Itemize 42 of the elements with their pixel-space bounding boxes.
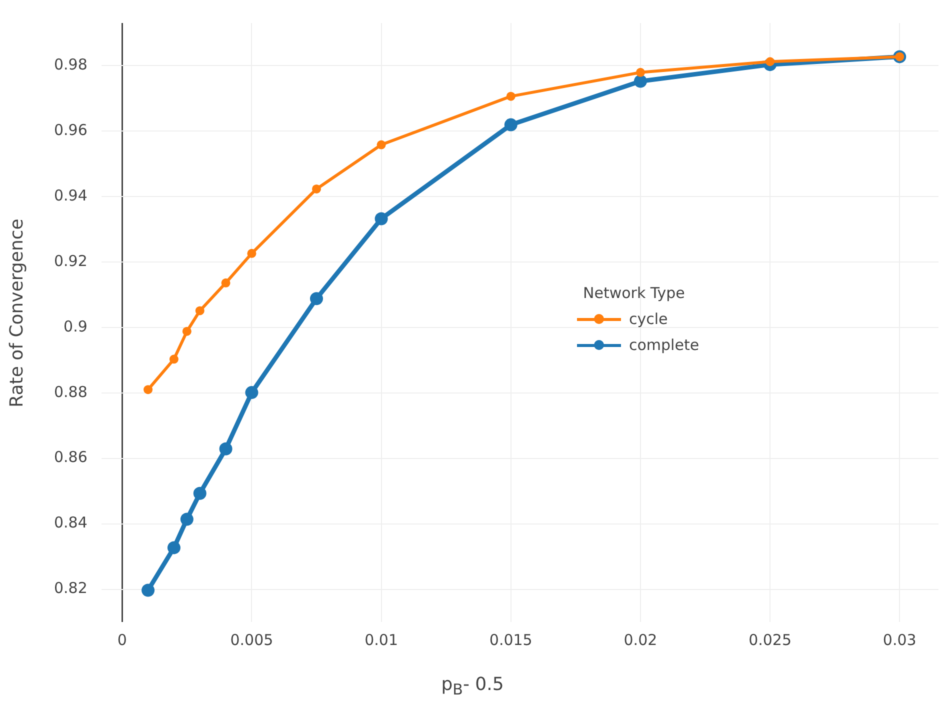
x-tick-label: 0.015 <box>489 630 532 649</box>
point <box>142 584 155 597</box>
point <box>180 512 194 526</box>
x-tick-label: 0 <box>117 630 127 649</box>
y-tick-label: 0.94 <box>54 186 88 204</box>
point <box>221 278 230 288</box>
point <box>193 486 206 500</box>
point <box>167 541 180 554</box>
point <box>636 68 645 77</box>
point <box>219 442 232 456</box>
x-axis-title: p$_{B}$- 0.5 <box>440 674 505 699</box>
y-tick-label: 0.96 <box>54 120 88 139</box>
point <box>169 354 178 364</box>
x-tick-label: 0.03 <box>882 630 916 649</box>
legend-label: cycle <box>629 310 668 328</box>
y-tick-label: 0.92 <box>54 252 88 270</box>
point <box>376 140 386 150</box>
y-tick-label: 0.86 <box>54 448 88 466</box>
y-tick-label: 0.98 <box>54 55 88 74</box>
x-tick-label: 0.025 <box>748 630 792 649</box>
point <box>144 385 153 394</box>
point <box>195 306 204 316</box>
point <box>310 292 324 306</box>
point <box>245 386 258 400</box>
y-tick-label: 0.88 <box>54 382 88 401</box>
legend-title: Network Type <box>583 284 686 302</box>
y-tick-label: 0.84 <box>54 514 88 532</box>
legend-label: complete <box>629 336 700 354</box>
y-axis-title: Rate of Convergence <box>6 218 28 408</box>
x-tick-label: 0.01 <box>364 630 398 649</box>
x-tick-label: 0.02 <box>624 630 658 649</box>
point <box>634 74 647 88</box>
point <box>247 248 256 258</box>
point <box>766 57 775 66</box>
point <box>374 212 388 226</box>
point <box>506 92 516 101</box>
y-tick-label: 0.9 <box>64 317 88 336</box>
point <box>312 184 322 194</box>
point <box>182 326 192 336</box>
point <box>504 118 518 132</box>
y-tick-label: 0.82 <box>54 579 88 598</box>
x-tick-label: 0.005 <box>230 630 274 649</box>
